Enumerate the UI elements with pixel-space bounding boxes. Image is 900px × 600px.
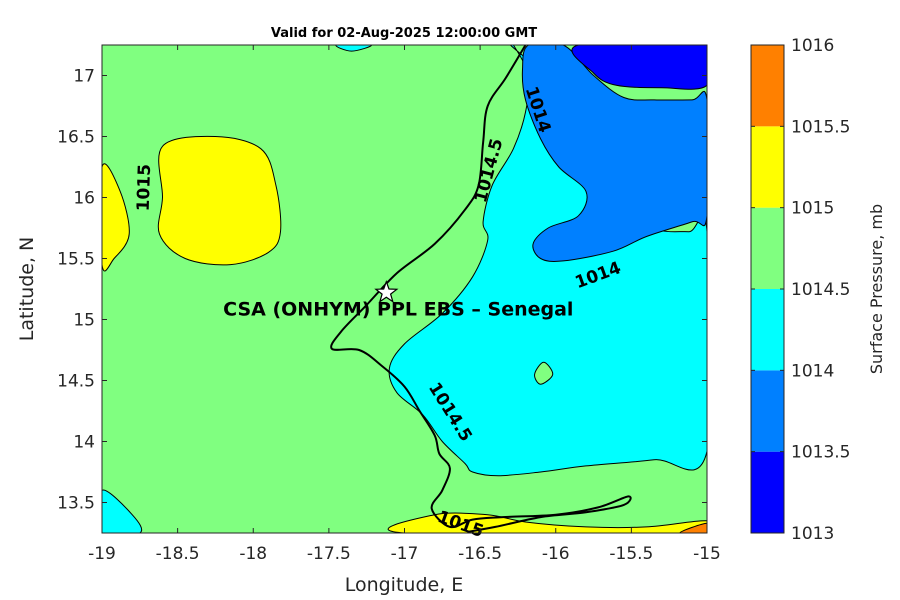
colorbar-segment (751, 289, 784, 371)
colorbar-segment (751, 45, 784, 127)
colorbar: 1013 1013.5 1014 1014.5 1015 1015.5 1016 (750, 36, 850, 544)
pressure-region-1015-5 (679, 522, 707, 533)
coastline-layer (330, 45, 632, 533)
site-label: CSA (ONHYM) PPL EBS – Senegal (223, 299, 573, 321)
y-tick-label: 14.5 (57, 372, 95, 392)
pressure-region-1013-5 (521, 45, 707, 262)
y-tick-label: 13.5 (57, 494, 95, 514)
y-tick-label: 14 (73, 433, 95, 453)
y-axis-label: Latitude, N (16, 237, 38, 342)
colorbar-tick-label: 1014 (791, 361, 834, 381)
colorbar-tick-label: 1015.5 (791, 117, 850, 137)
x-tick-label: -18.5 (156, 544, 200, 564)
y-tick-label: 17 (73, 67, 95, 87)
colorbar-tick-label: 1013.5 (791, 443, 850, 463)
colorbar-tick-label: 1016 (791, 36, 834, 56)
star-icon (374, 279, 399, 304)
x-axis-label: Longitude, E (345, 574, 464, 596)
y-tick-label: 15.5 (57, 250, 95, 270)
y-tick-label: 16 (73, 189, 95, 209)
colorbar-segment (751, 370, 784, 452)
pressure-region-1014 (102, 489, 143, 533)
colorbar-tick-label: 1013 (791, 524, 834, 544)
x-tick-label: -15 (693, 544, 721, 564)
y-tick-label: 15 (73, 311, 95, 331)
colorbar-segment (751, 207, 784, 289)
colorbar-tick-label: 1015 (791, 199, 834, 219)
x-tick-label: -17.5 (307, 544, 351, 564)
pressure-region-1015 (387, 512, 707, 533)
contour-label: 1015 (134, 164, 156, 212)
coastline (330, 45, 632, 533)
pressure-region-1015 (157, 135, 282, 266)
pressure-region-1013 (571, 45, 707, 90)
x-tick-label: -18 (239, 544, 267, 564)
x-tick-label: -15.5 (609, 544, 653, 564)
pressure-fill-layer (102, 45, 707, 533)
pressure-region-1015 (102, 163, 130, 272)
pressure-region-1014 (335, 45, 372, 52)
pressure-region-1014-5 (534, 361, 554, 385)
y-tick-label: 16.5 (57, 128, 95, 148)
chart-title: Valid for 02-Aug-2025 12:00:00 GMT (271, 26, 537, 41)
colorbar-segment (751, 126, 784, 208)
colorbar-tick-label: 1014.5 (791, 280, 850, 300)
colorbar-label: Surface Pressure, mb (867, 204, 886, 374)
colorbar-segment (751, 451, 784, 533)
x-tick-label: -19 (88, 544, 116, 564)
x-tick-label: -16.5 (458, 544, 502, 564)
y-tick-layer: 13.5 14 14.5 15 15.5 16 16.5 17 (57, 67, 707, 514)
x-tick-layer: -19 -18.5 -18 -17.5 -17 -16.5 -16 -15.5 -15 (88, 45, 721, 564)
x-tick-label: -17 (391, 544, 419, 564)
x-tick-label: -16 (542, 544, 570, 564)
